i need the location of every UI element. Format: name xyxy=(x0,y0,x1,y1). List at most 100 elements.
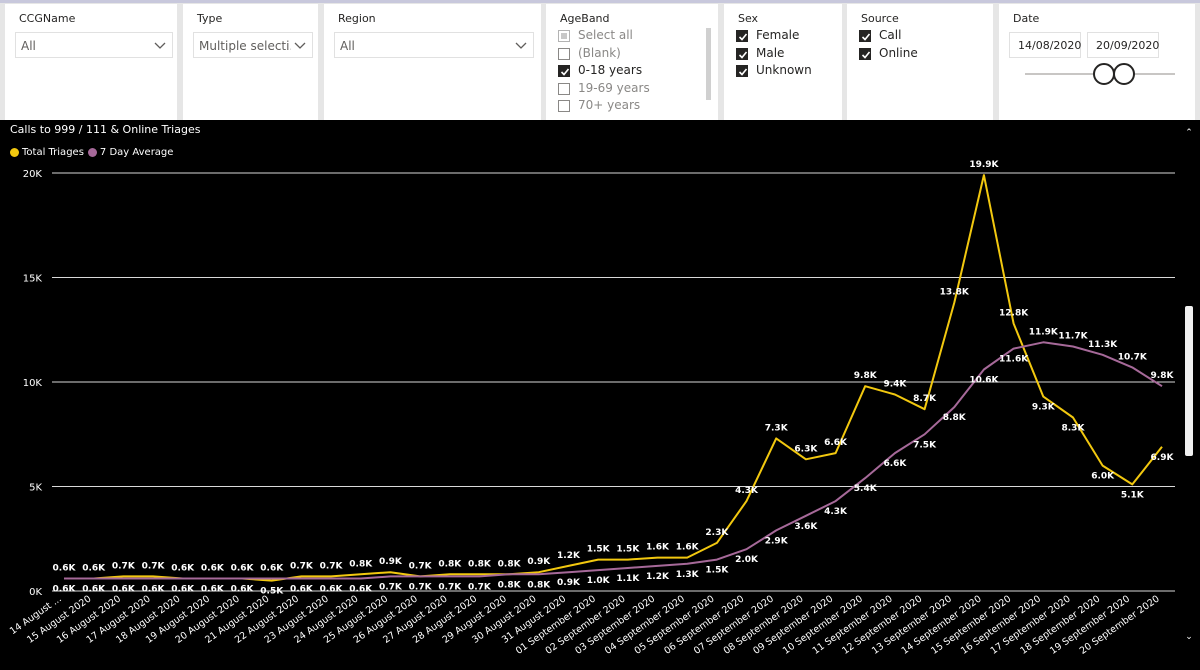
data-label-total-triages: 6.0K xyxy=(1091,472,1115,482)
type-dropdown[interactable]: Multiple selecti... xyxy=(193,32,313,58)
data-label-7-day-average: 0.6K xyxy=(201,584,225,594)
top-border xyxy=(0,0,1200,3)
data-label-total-triages: 8.3K xyxy=(1062,424,1086,434)
legend-item-7-day-average[interactable]: 7 Day Average xyxy=(87,147,174,158)
ccg-dropdown-value: All xyxy=(21,39,36,53)
data-label-7-day-average: 11.3K xyxy=(1088,340,1118,350)
data-label-7-day-average: 0.7K xyxy=(379,582,403,592)
data-label-total-triages: 1.5K xyxy=(587,545,611,555)
data-label-7-day-average: 10.7K xyxy=(1118,352,1148,362)
type-dropdown-value: Multiple selecti... xyxy=(199,39,291,53)
region-dropdown[interactable]: All xyxy=(334,32,534,58)
checkbox-icon[interactable] xyxy=(558,65,570,78)
data-label-7-day-average: 2.9K xyxy=(765,536,789,546)
ccg-slicer: CCGName All xyxy=(5,4,177,120)
data-label-7-day-average: 1.1K xyxy=(616,574,640,584)
data-label-total-triages: 0.7K xyxy=(320,561,344,571)
data-label-7-day-average: 0.6K xyxy=(349,584,373,594)
data-label-7-day-average: 7.5K xyxy=(913,440,937,450)
scroll-down-icon[interactable]: ⌄ xyxy=(1185,632,1193,642)
source-option-label: Call xyxy=(879,28,902,42)
data-label-7-day-average: 0.7K xyxy=(468,582,492,592)
data-label-7-day-average: 2.0K xyxy=(735,555,759,565)
data-label-total-triages: 0.7K xyxy=(290,561,314,571)
checkbox-icon[interactable] xyxy=(558,82,570,95)
data-label-total-triages: 9.8K xyxy=(854,371,878,381)
data-label-7-day-average: 11.9K xyxy=(1029,327,1059,337)
date-start-handle[interactable] xyxy=(1093,63,1115,85)
ageband-scrollbar[interactable] xyxy=(706,28,711,100)
data-label-total-triages: 7.3K xyxy=(765,423,789,433)
data-label-7-day-average: 9.8K xyxy=(1151,371,1175,381)
scroll-up-icon[interactable]: ⌃ xyxy=(1185,128,1193,138)
series-line-7-day-average xyxy=(64,341,1163,580)
scroll-thumb[interactable] xyxy=(1185,306,1193,456)
source-slicer: Source Call Online xyxy=(847,4,993,120)
data-label-7-day-average: 0.8K xyxy=(498,580,522,590)
data-label-total-triages: 0.6K xyxy=(82,563,106,573)
data-label-total-triages: 6.6K xyxy=(824,438,848,448)
date-start-input[interactable]: 14/08/2020 xyxy=(1009,32,1081,58)
data-label-total-triages: 13.8K xyxy=(940,288,970,298)
ageband-option-label: 19-69 years xyxy=(578,80,650,95)
legend-label-7-day-average: 7 Day Average xyxy=(99,147,174,158)
data-label-total-triages: 2.3K xyxy=(705,528,729,538)
checkbox-icon[interactable] xyxy=(558,47,570,60)
data-label-7-day-average: 0.7K xyxy=(409,582,433,592)
data-label-7-day-average: 1.2K xyxy=(646,572,670,582)
data-label-7-day-average: 4.3K xyxy=(824,507,848,517)
data-label-7-day-average: 3.6K xyxy=(794,522,818,532)
legend-item-total-triages[interactable]: Total Triages xyxy=(10,147,84,158)
legend-label-total-triages: Total Triages xyxy=(22,147,84,158)
data-label-7-day-average: 0.6K xyxy=(142,584,166,594)
checkbox-icon[interactable] xyxy=(859,47,871,60)
data-label-total-triages: 0.8K xyxy=(498,559,522,569)
data-label-total-triages: 0.7K xyxy=(142,561,166,571)
type-slicer: Type Multiple selecti... xyxy=(183,4,318,120)
checkbox-icon[interactable] xyxy=(859,30,871,42)
ageband-option-label: (Blank) xyxy=(578,45,621,60)
chart-scrollbar[interactable]: ⌃ ⌄ xyxy=(1183,126,1195,646)
data-label-7-day-average: 0.6K xyxy=(260,563,284,573)
data-label-total-triages: 0.6K xyxy=(53,563,77,573)
ageband-option-label: 0-18 years xyxy=(578,63,643,78)
data-label-total-triages: 1.2K xyxy=(557,551,581,561)
region-dropdown-value: All xyxy=(340,39,355,53)
data-label-total-triages: 0.9K xyxy=(379,557,403,567)
data-label-total-triages: 8.7K xyxy=(913,394,937,404)
data-label-7-day-average: 11.7K xyxy=(1058,331,1088,341)
data-label-7-day-average: 0.6K xyxy=(82,584,106,594)
checkbox-icon[interactable] xyxy=(558,30,570,42)
date-slicer-title: Date xyxy=(1013,12,1040,25)
legend-dot-total-triages xyxy=(10,148,19,157)
data-label-7-day-average: 6.6K xyxy=(883,459,907,469)
date-end-input[interactable]: 20/09/2020 xyxy=(1087,32,1159,58)
date-end-handle[interactable] xyxy=(1113,63,1135,85)
checkbox-icon[interactable] xyxy=(558,100,570,113)
sex-slicer: Sex Female Male Unknown xyxy=(724,4,842,120)
source-slicer-title: Source xyxy=(861,12,899,25)
y-tick-label: 0K xyxy=(29,587,42,598)
y-tick-label: 5K xyxy=(29,483,42,494)
data-label-total-triages: 0.8K xyxy=(349,559,373,569)
data-label-total-triages: 5.1K xyxy=(1121,490,1145,500)
data-label-total-triages: 1.6K xyxy=(646,543,670,553)
y-tick-label: 15K xyxy=(23,274,43,285)
data-label-7-day-average: 0.6K xyxy=(53,584,77,594)
data-label-7-day-average: 0.8K xyxy=(527,580,551,590)
data-label-total-triages: 0.6K xyxy=(231,563,255,573)
checkbox-icon[interactable] xyxy=(736,30,748,42)
checkbox-icon[interactable] xyxy=(736,65,748,78)
data-label-total-triages: 0.5K xyxy=(260,587,284,597)
ccg-dropdown[interactable]: All xyxy=(15,32,173,58)
data-label-total-triages: 1.5K xyxy=(616,545,640,555)
checkbox-icon[interactable] xyxy=(736,47,748,60)
data-label-7-day-average: 5.4K xyxy=(854,484,878,494)
data-label-7-day-average: 0.6K xyxy=(171,584,195,594)
data-label-total-triages: 9.4K xyxy=(883,380,907,390)
data-label-7-day-average: 0.6K xyxy=(320,584,344,594)
data-label-7-day-average: 1.3K xyxy=(676,570,700,580)
data-label-7-day-average: 0.9K xyxy=(557,578,581,588)
data-label-7-day-average: 0.7K xyxy=(438,582,462,592)
data-label-total-triages: 19.9K xyxy=(969,160,999,170)
